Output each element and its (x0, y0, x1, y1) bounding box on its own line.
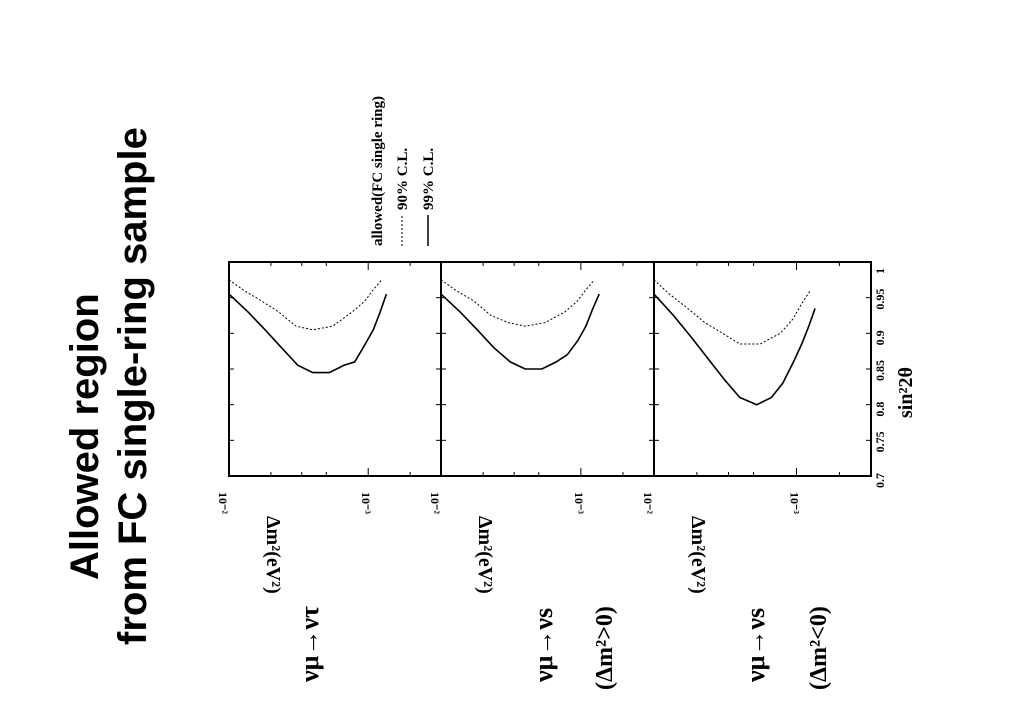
axis-labels: 0.7 0.75 0.8 0.85 0.9 0.95 1 sin²2θ 10⁻² 10⁻³ Δm²(… (216, 268, 917, 594)
panel-label-2: νμ→νs (529, 608, 558, 683)
panel-labels: νμ→ντ νμ→νs (Δm²>0) νμ→νs (Δm²<0) (295, 606, 832, 690)
legend: allowed(FC single ring) 90% C.L. 99% C.L. (370, 96, 437, 246)
curve-90cl-panel-2 (440, 279, 595, 327)
panel-sublabel-2: (Δm²>0) (592, 606, 618, 690)
panel-frame-2 (440, 261, 655, 477)
y-tick-label-top: 10⁻² (428, 492, 442, 514)
panel-frame-3 (653, 261, 872, 477)
y-axis-label: Δm²(eV²) (262, 516, 284, 594)
axis-ticks (229, 261, 871, 477)
confidence-curves (228, 279, 816, 406)
legend-entry-90: 90% C.L. (395, 148, 411, 210)
y-tick-label-top: 10⁻² (216, 492, 230, 514)
curve-99cl-panel-2 (440, 293, 600, 370)
y-axis-label: Δm²(eV²) (474, 516, 496, 594)
panel-sublabel-3: (Δm²<0) (806, 606, 832, 690)
x-tick-label: 0.9 (873, 330, 887, 345)
x-tick-label: 0.7 (873, 473, 887, 488)
curve-90cl-panel-1 (228, 279, 383, 331)
y-axis-label: Δm²(eV²) (687, 516, 709, 594)
x-tick-label: 0.95 (873, 289, 887, 310)
y-tick-label-mid: 10⁻³ (787, 492, 801, 514)
x-axis-label: sin²2θ (895, 367, 917, 418)
x-tick-label: 0.85 (873, 360, 887, 381)
curve-99cl-panel-1 (228, 293, 388, 374)
panel-label-3: νμ→νs (741, 608, 770, 683)
x-tick-label: 1 (873, 268, 887, 274)
panel-frames (228, 261, 872, 477)
legend-entry-99: 99% C.L. (421, 148, 437, 210)
y-tick-label-mid: 10⁻³ (359, 492, 373, 514)
y-tick-label-mid: 10⁻³ (572, 492, 586, 514)
panel-label-1: νμ→ντ (295, 606, 324, 683)
x-tick-label: 0.8 (873, 402, 887, 417)
x-tick-label: 0.75 (873, 431, 887, 452)
curve-90cl-panel-3 (653, 279, 811, 345)
curve-99cl-panel-3 (653, 293, 816, 406)
legend-title: allowed(FC single ring) (370, 96, 386, 246)
y-tick-label-top: 10⁻² (641, 492, 655, 514)
